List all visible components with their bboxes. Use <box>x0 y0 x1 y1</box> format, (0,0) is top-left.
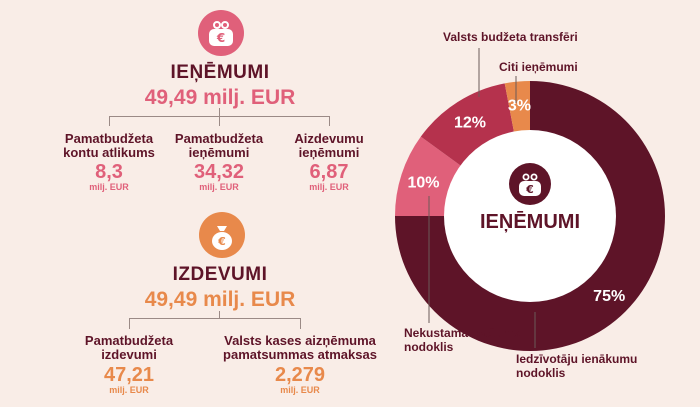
tree-leg <box>109 116 110 126</box>
euro-symbol: € <box>525 183 534 196</box>
expenses-title: IZDEVUMI <box>172 264 268 285</box>
expenses-total: 49,49 milj. EUR <box>144 288 296 311</box>
purse-icon: € <box>509 163 551 205</box>
tree-branch <box>129 318 301 319</box>
income-title: IEŅĒMUMI <box>170 62 270 83</box>
income-item: Aizdevumu ieņēmumi 6,87 milj. EUR <box>294 131 364 193</box>
money-bag-icon: € <box>199 212 245 258</box>
callout-property: Nekustamā īpašuma nodoklis <box>404 326 521 354</box>
expense-item: Pamatbudžeta izdevumi 47,21 milj. EUR <box>84 333 174 396</box>
income-total: 49,49 milj. EUR <box>144 86 296 109</box>
euro-symbol: € <box>217 235 226 248</box>
purse-icon: € <box>198 10 244 56</box>
income-item: Pamatbudžeta kontu atlikums 8,3 milj. EU… <box>63 131 155 193</box>
tree-leg <box>300 318 301 329</box>
callout-income-tax: Iedzīvotāju ienākumu nodoklis <box>516 352 638 380</box>
tree-leg <box>219 116 220 126</box>
donut-hole <box>444 130 616 302</box>
tree-stem <box>219 311 220 319</box>
callout-other: Citi ieņēmumi <box>499 60 578 74</box>
tree-stem <box>219 108 220 117</box>
slice-label: 3% <box>508 97 531 114</box>
callout-transfers: Valsts budžeta transfēri <box>443 30 578 44</box>
expense-item: Valsts kases aizņēmuma pamatsummas atmak… <box>223 333 377 396</box>
slice-label: 12% <box>454 114 486 131</box>
slice-label: 10% <box>407 174 439 191</box>
tree-leg <box>129 318 130 329</box>
income-item: Pamatbudžeta ieņēmumi 34,32 milj. EUR <box>174 131 264 193</box>
donut-chart: € IEŅĒMUMI 75% 10% 12% 3% <box>395 48 665 351</box>
chart-title: IEŅĒMUMI <box>480 211 580 233</box>
euro-symbol: € <box>216 31 225 45</box>
tree-leg <box>329 116 330 126</box>
slice-label: 75% <box>593 288 625 305</box>
